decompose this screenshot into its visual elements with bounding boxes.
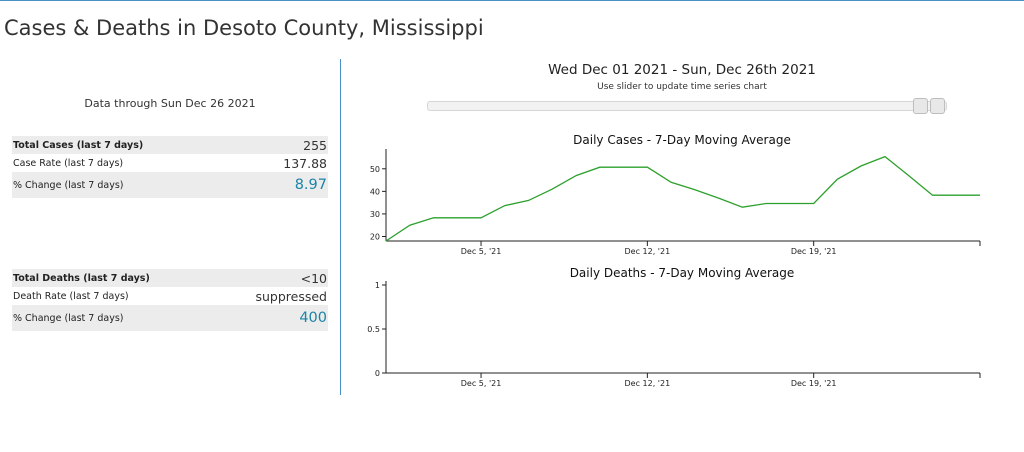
case-rate-value: 137.88 [283, 155, 327, 171]
x-tick-label: Dec 5, '21 [461, 247, 502, 256]
death-change-value: 400 [299, 310, 327, 326]
top-accent-line [0, 0, 1024, 1]
x-tick-label: Dec 19, '21 [791, 379, 837, 388]
case-change-value: 8.97 [294, 177, 327, 193]
date-range-slider[interactable] [427, 101, 947, 111]
total-deaths-label: Total Deaths (last 7 days) [13, 272, 150, 284]
series-line [385, 155, 980, 242]
total-cases-row: Total Cases (last 7 days) 255 [12, 136, 328, 154]
case-change-label: % Change (last 7 days) [13, 179, 124, 191]
total-deaths-row: Total Deaths (last 7 days) <10 [12, 269, 328, 287]
date-range-title: Wed Dec 01 2021 - Sun, Dec 26th 2021 [548, 62, 816, 78]
panel-divider [340, 59, 341, 395]
y-tick-label: 50 [370, 165, 380, 174]
y-tick-label: 20 [370, 232, 380, 241]
death-change-row: % Change (last 7 days) 400 [12, 305, 328, 331]
slider-end-handle[interactable] [930, 98, 945, 114]
y-tick-label: 0 [375, 369, 380, 378]
cases-chart-title: Daily Cases - 7-Day Moving Average [573, 133, 791, 147]
total-cases-label: Total Cases (last 7 days) [13, 139, 144, 151]
data-through-label: Data through Sun Dec 26 2021 [84, 97, 256, 110]
total-cases-value: 255 [303, 137, 327, 153]
deaths-chart-title: Daily Deaths - 7-Day Moving Average [569, 266, 795, 280]
x-tick-label: Dec 5, '21 [461, 379, 502, 388]
page-title: Cases & Deaths in Desoto County, Mississ… [4, 16, 484, 40]
y-tick-label: 0.5 [367, 325, 380, 334]
slider-hint: Use slider to update time series chart [597, 82, 767, 92]
death-rate-value: suppressed [255, 288, 327, 304]
y-tick-label: 30 [370, 210, 380, 219]
case-change-row: % Change (last 7 days) 8.97 [12, 172, 328, 198]
case-rate-row: Case Rate (last 7 days) 137.88 [12, 154, 328, 172]
y-tick-label: 40 [370, 187, 380, 196]
x-tick-label: Dec 19, '21 [791, 247, 837, 256]
x-tick-label: Dec 12, '21 [625, 379, 671, 388]
death-change-label: % Change (last 7 days) [13, 312, 124, 324]
total-deaths-value: <10 [300, 270, 327, 286]
deaths-stats-table: Total Deaths (last 7 days) <10 Death Rat… [12, 269, 328, 331]
x-tick-label: Dec 12, '21 [625, 247, 671, 256]
case-rate-label: Case Rate (last 7 days) [13, 157, 124, 169]
y-tick-label: 1 [375, 281, 380, 290]
slider-start-handle[interactable] [913, 98, 928, 114]
cases-stats-table: Total Cases (last 7 days) 255 Case Rate … [12, 136, 328, 198]
death-rate-row: Death Rate (last 7 days) suppressed [12, 287, 328, 305]
death-rate-label: Death Rate (last 7 days) [13, 290, 129, 302]
